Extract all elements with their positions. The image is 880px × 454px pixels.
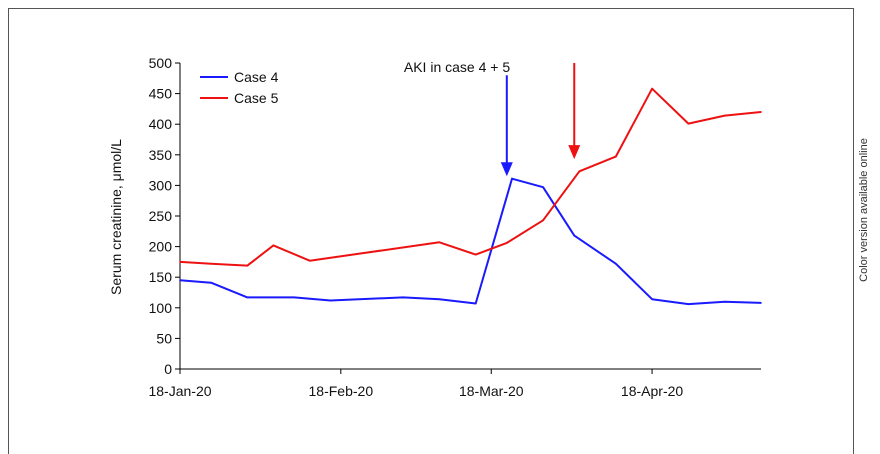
- aki-arrow-head-case-4: [500, 162, 513, 177]
- y-tick-label: 0: [164, 361, 172, 377]
- data-point-case-5: [308, 259, 311, 262]
- data-point-case-4: [329, 299, 332, 302]
- chart-axes: 0 50 100 150 200 250 300 350 400 450 500 18-Jan-20 1…: [148, 55, 761, 399]
- legend-label-case-4: Case 4: [234, 69, 279, 85]
- x-tick-label: 18-Apr-20: [621, 383, 683, 399]
- data-point-case-4: [651, 298, 653, 301]
- aki-arrow-head-case-5: [568, 145, 581, 160]
- data-point-case-5: [210, 262, 212, 265]
- series-line-case-5: [179, 87, 762, 267]
- y-axis-label: Serum creatinine, μmol/L: [108, 139, 124, 295]
- chart-annotations: AKI in case 4 + 5: [404, 59, 581, 177]
- figure-frame: [8, 8, 854, 454]
- data-point-case-5: [474, 253, 477, 256]
- x-tick-label: 18-Jan-20: [148, 383, 211, 399]
- data-point-case-5: [438, 241, 441, 244]
- data-point-case-4: [614, 262, 617, 265]
- data-point-case-4: [542, 186, 544, 189]
- y-tick-label: 450: [149, 86, 173, 102]
- data-point-case-4: [573, 234, 576, 237]
- data-point-case-4: [723, 300, 726, 303]
- y-tick-label: 250: [149, 208, 173, 224]
- data-point-case-5: [506, 242, 508, 244]
- data-point-case-5: [723, 114, 726, 117]
- data-point-case-4: [474, 302, 477, 305]
- data-point-case-5: [614, 155, 617, 158]
- y-tick-label: 200: [149, 239, 173, 255]
- x-tick-label: 18-Feb-20: [309, 383, 374, 399]
- data-point-case-4: [293, 296, 295, 299]
- data-point-case-4: [402, 296, 404, 299]
- data-point-case-5: [272, 244, 275, 247]
- annotation-text: AKI in case 4 + 5: [404, 59, 510, 75]
- data-point-case-5: [687, 122, 690, 125]
- data-point-case-4: [246, 296, 249, 299]
- chart-series: [179, 87, 762, 306]
- y-tick-label: 300: [149, 177, 173, 193]
- data-point-case-5: [246, 264, 249, 267]
- side-note-text: Color version available online: [858, 138, 870, 282]
- chart-legend: Case 4 Case 5: [200, 69, 279, 106]
- data-point-case-4: [687, 303, 690, 305]
- data-point-case-5: [760, 111, 762, 113]
- x-tick-label: 18-Mar-20: [459, 383, 524, 399]
- legend-label-case-5: Case 5: [234, 90, 279, 106]
- series-line-case-4: [179, 177, 762, 306]
- data-point-case-5: [578, 170, 581, 173]
- data-point-case-4: [438, 298, 441, 301]
- data-point-case-4: [511, 177, 513, 180]
- y-tick-label: 100: [149, 300, 173, 316]
- data-point-case-4: [179, 279, 181, 282]
- y-tick-label: 50: [156, 330, 172, 346]
- data-point-case-4: [760, 302, 762, 304]
- data-point-case-5: [651, 87, 653, 90]
- y-tick-label: 150: [149, 269, 173, 285]
- y-tick-label: 350: [149, 147, 173, 163]
- data-point-case-5: [179, 261, 181, 263]
- data-point-case-4: [210, 281, 212, 284]
- y-tick-label: 400: [149, 116, 173, 132]
- y-tick-label: 500: [149, 55, 173, 71]
- data-point-case-5: [542, 219, 544, 222]
